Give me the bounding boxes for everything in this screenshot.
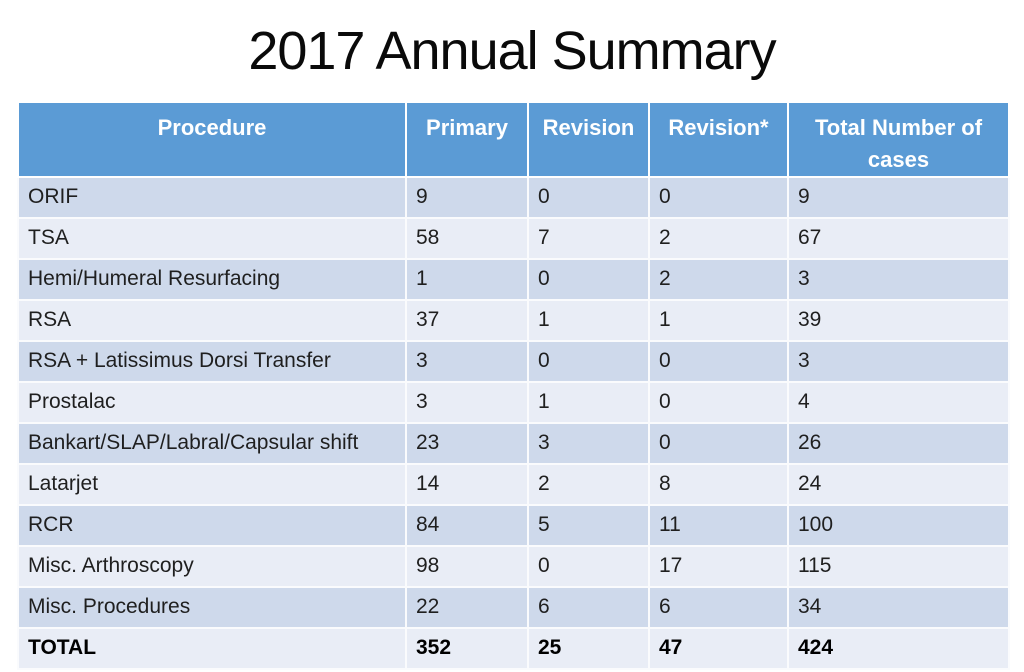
value-cell: 0 (648, 380, 789, 424)
value-cell: 25 (527, 626, 650, 670)
value-cell: 26 (787, 421, 1010, 465)
procedure-cell: RCR (17, 503, 407, 547)
value-cell: 0 (527, 544, 650, 588)
table-body: ORIF 9 0 0 9 TSA 58 7 2 67 Hemi/Humeral Resurfacin… (17, 175, 1010, 670)
table-row: RSA 37 1 1 39 (17, 298, 1010, 342)
value-cell: 17 (648, 544, 789, 588)
value-cell: 47 (648, 626, 789, 670)
column-header-revision-star: Revision* (648, 101, 789, 178)
annual-summary-table: Procedure Primary Revision Revision* Tot… (17, 101, 1010, 670)
table-row: TSA 58 7 2 67 (17, 216, 1010, 260)
value-cell: 2 (527, 462, 650, 506)
value-cell: 424 (787, 626, 1010, 670)
slide-title: 2017 Annual Summary (248, 21, 776, 81)
value-cell: 2 (648, 257, 789, 301)
table-row: Bankart/SLAP/Labral/Capsular shift 23 3 0 26 (17, 421, 1010, 465)
total-row: TOTAL 352 25 47 424 (17, 626, 1010, 670)
value-cell: 84 (405, 503, 529, 547)
value-cell: 22 (405, 585, 529, 629)
procedure-cell: Misc. Arthroscopy (17, 544, 407, 588)
table-row: Hemi/Humeral Resurfacing 1 0 2 3 (17, 257, 1010, 301)
value-cell: 3 (405, 339, 529, 383)
value-cell: 8 (648, 462, 789, 506)
procedure-cell: Latarjet (17, 462, 407, 506)
value-cell: 1 (648, 298, 789, 342)
value-cell: 98 (405, 544, 529, 588)
value-cell: 34 (787, 585, 1010, 629)
value-cell: 1 (527, 298, 650, 342)
column-header-total-cases: Total Number of cases (787, 101, 1010, 178)
value-cell: 7 (527, 216, 650, 260)
value-cell: 0 (527, 175, 650, 219)
value-cell: 14 (405, 462, 529, 506)
value-cell: 0 (527, 257, 650, 301)
procedure-cell: Misc. Procedures (17, 585, 407, 629)
procedure-cell: Bankart/SLAP/Labral/Capsular shift (17, 421, 407, 465)
procedure-cell: ORIF (17, 175, 407, 219)
value-cell: 1 (527, 380, 650, 424)
table-row: Misc. Arthroscopy 98 0 17 115 (17, 544, 1010, 588)
value-cell: 6 (527, 585, 650, 629)
value-cell: 1 (405, 257, 529, 301)
procedure-cell: TOTAL (17, 626, 407, 670)
value-cell: 6 (648, 585, 789, 629)
value-cell: 37 (405, 298, 529, 342)
value-cell: 39 (787, 298, 1010, 342)
value-cell: 0 (648, 175, 789, 219)
table-row: Misc. Procedures 22 6 6 34 (17, 585, 1010, 629)
value-cell: 3 (527, 421, 650, 465)
table-row: RSA + Latissimus Dorsi Transfer 3 0 0 3 (17, 339, 1010, 383)
value-cell: 3 (787, 339, 1010, 383)
table-row: Prostalac 3 1 0 4 (17, 380, 1010, 424)
value-cell: 0 (648, 421, 789, 465)
procedure-cell: Hemi/Humeral Resurfacing (17, 257, 407, 301)
procedure-cell: TSA (17, 216, 407, 260)
value-cell: 100 (787, 503, 1010, 547)
table-row: Latarjet 14 2 8 24 (17, 462, 1010, 506)
value-cell: 5 (527, 503, 650, 547)
value-cell: 9 (405, 175, 529, 219)
column-header-primary: Primary (405, 101, 529, 178)
value-cell: 3 (405, 380, 529, 424)
value-cell: 4 (787, 380, 1010, 424)
header-row: Procedure Primary Revision Revision* Tot… (17, 101, 1010, 178)
column-header-procedure: Procedure (17, 101, 407, 178)
table-row: RCR 84 5 11 100 (17, 503, 1010, 547)
value-cell: 11 (648, 503, 789, 547)
value-cell: 115 (787, 544, 1010, 588)
value-cell: 0 (648, 339, 789, 383)
column-header-revision: Revision (527, 101, 650, 178)
table-row: ORIF 9 0 0 9 (17, 175, 1010, 219)
procedure-cell: Prostalac (17, 380, 407, 424)
value-cell: 9 (787, 175, 1010, 219)
procedure-cell: RSA + Latissimus Dorsi Transfer (17, 339, 407, 383)
value-cell: 0 (527, 339, 650, 383)
value-cell: 352 (405, 626, 529, 670)
value-cell: 67 (787, 216, 1010, 260)
value-cell: 24 (787, 462, 1010, 506)
value-cell: 58 (405, 216, 529, 260)
procedure-cell: RSA (17, 298, 407, 342)
value-cell: 3 (787, 257, 1010, 301)
value-cell: 23 (405, 421, 529, 465)
value-cell: 2 (648, 216, 789, 260)
